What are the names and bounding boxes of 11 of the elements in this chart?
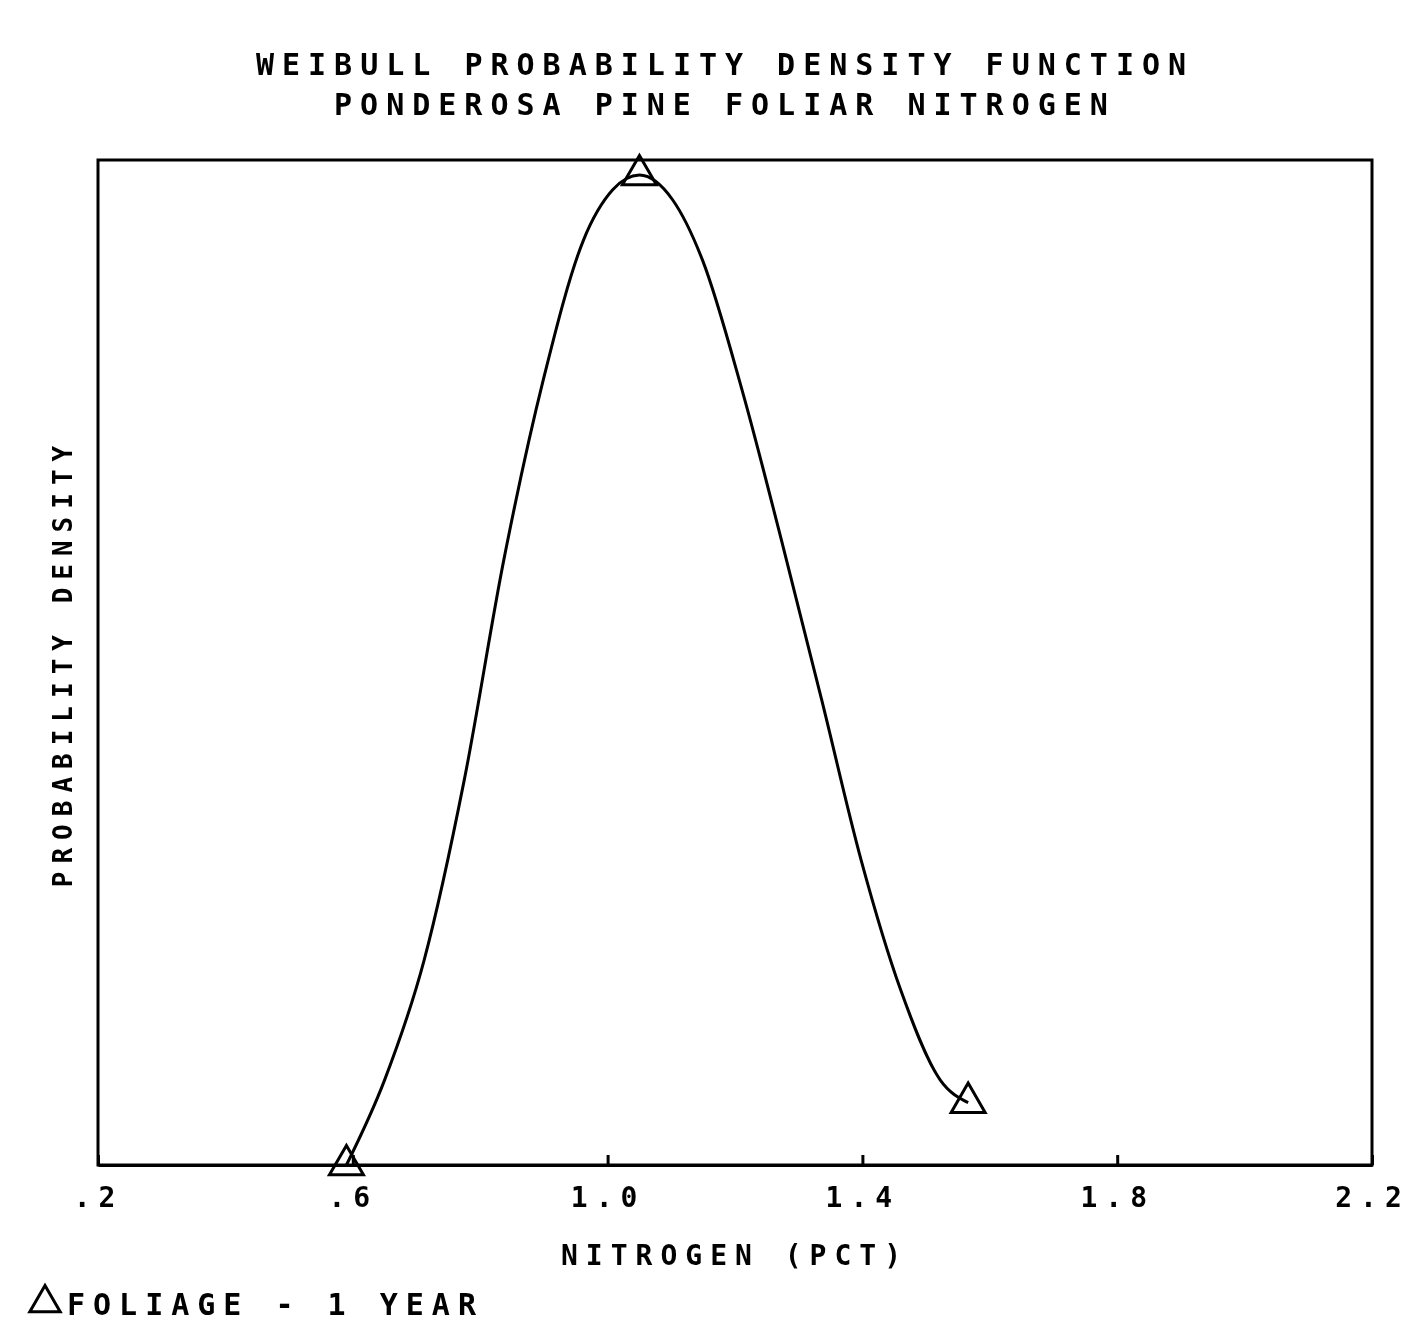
chart-title: WEIBULL PROBABILITY DENSITY FUNCTION: [255, 47, 1195, 82]
chart-subtitle: PONDEROSA PINE FOLIAR NITROGEN: [334, 87, 1116, 122]
x-tick-label: 1.8: [1080, 1180, 1155, 1214]
x-tick-label: 2.2: [1335, 1180, 1410, 1214]
x-tick-label: .2: [73, 1180, 124, 1214]
y-axis-title: PROBABILITY DENSITY: [48, 437, 78, 888]
x-tick-label: 1.0: [570, 1180, 646, 1214]
x-tick-label: 1.4: [825, 1180, 901, 1214]
x-axis-title: NITROGEN (PCT): [560, 1239, 910, 1272]
x-tick-label: .6: [328, 1180, 379, 1214]
legend-label: FOLIAGE - 1 YEAR: [67, 1287, 484, 1322]
